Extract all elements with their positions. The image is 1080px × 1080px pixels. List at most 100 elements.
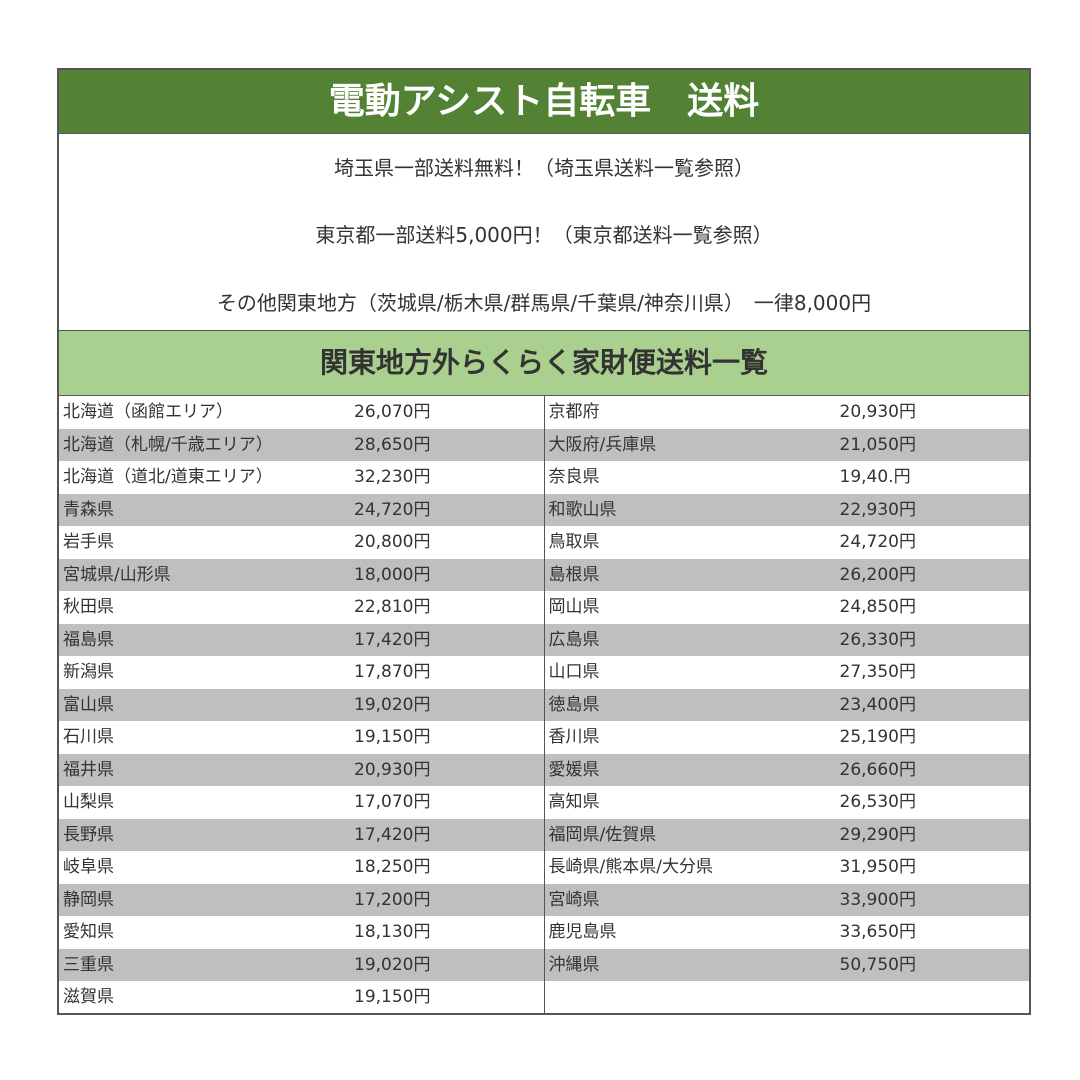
- table-row: 福島県 17,420円: [59, 623, 544, 656]
- region-name: 岡山県: [548, 597, 600, 617]
- shipping-price: 18,250円: [354, 857, 431, 877]
- region-name: 山口県: [548, 662, 600, 682]
- table-row: 長崎県/熊本県/大分県 31,950円: [545, 851, 1030, 884]
- shipping-price: 28,650円: [354, 434, 431, 455]
- shipping-price: 19,150円: [354, 727, 431, 747]
- table-row: 高知県 26,530円: [545, 786, 1030, 819]
- shipping-price: 24,850円: [839, 597, 916, 617]
- table-row: 福井県 20,930円: [59, 753, 544, 786]
- region-name: 青森県: [63, 499, 114, 520]
- region-name: 宮城県/山形県: [63, 564, 171, 585]
- shipping-price: 20,930円: [839, 402, 916, 422]
- table-row: 京都府 20,930円: [545, 396, 1030, 429]
- region-name: 北海道（道北/道東エリア）: [63, 467, 273, 487]
- table-row: 長野県 17,420円: [59, 818, 544, 851]
- region-name: 和歌山県: [548, 499, 617, 520]
- region-name: 鳥取県: [548, 532, 600, 552]
- shipping-price: 27,350円: [839, 662, 916, 682]
- shipping-price: 24,720円: [839, 532, 916, 552]
- region-name: 福島県: [63, 629, 114, 650]
- region-name: 秋田県: [63, 597, 114, 617]
- table-row: 広島県 26,330円: [544, 623, 1029, 656]
- table-row: 山口県 27,350円: [545, 656, 1030, 689]
- shipping-price: 26,200円: [839, 564, 916, 585]
- table-row: 大阪府/兵庫県 21,050円: [544, 428, 1029, 461]
- rate-table: 北海道（函館エリア） 26,070円 北海道（札幌/千歳エリア） 28,650円 北海道…: [59, 396, 1029, 1014]
- table-row: 和歌山県 22,930円: [544, 493, 1029, 526]
- region-name: 岩手県: [63, 532, 114, 552]
- shipping-price: 32,230円: [354, 467, 431, 487]
- info-saitama: 埼玉県一部送料無料！（埼玉県送料一覧参照）: [334, 156, 754, 180]
- region-name: 香川県: [548, 727, 600, 747]
- region-name: 鹿児島県: [548, 922, 617, 942]
- region-name: 島根県: [548, 564, 600, 585]
- shipping-price: 50,750円: [839, 954, 916, 975]
- table-row: 富山県 19,020円: [59, 688, 544, 721]
- region-name: 静岡県: [63, 889, 114, 910]
- shipping-price: 17,070円: [354, 792, 431, 812]
- shipping-price: 26,330円: [839, 629, 916, 650]
- region-name: 滋賀県: [63, 987, 114, 1007]
- shipping-price: 26,660円: [839, 759, 916, 780]
- region-name: 三重県: [63, 954, 114, 975]
- shipping-price: 29,290円: [839, 824, 916, 845]
- info-section: 埼玉県一部送料無料！（埼玉県送料一覧参照） 東京都一部送料5,000円！（東京都…: [59, 134, 1029, 331]
- shipping-price: 22,810円: [354, 597, 431, 617]
- table-row: 岩手県 20,800円: [59, 526, 544, 559]
- region-name: 山梨県: [63, 792, 114, 812]
- shipping-price: 31,950円: [839, 857, 916, 877]
- region-name: 愛知県: [63, 922, 114, 942]
- shipping-price: 22,930円: [839, 499, 916, 520]
- region-name: 宮崎県: [548, 889, 600, 910]
- table-row: 北海道（札幌/千歳エリア） 28,650円: [59, 428, 544, 461]
- info-kanto: その他関東地方（茨城県/栃木県/群馬県/千葉県/神奈川県） 一律8,000円: [216, 291, 872, 315]
- region-name: 北海道（札幌/千歳エリア）: [63, 434, 273, 455]
- table-row: 宮城県/山形県 18,000円: [59, 558, 544, 591]
- region-name: 福井県: [63, 759, 114, 780]
- page-title: 電動アシスト自転車 送料: [59, 70, 1029, 134]
- region-name: 長崎県/熊本県/大分県: [548, 857, 713, 877]
- table-row: 北海道（道北/道東エリア） 32,230円: [59, 461, 544, 494]
- region-name: 高知県: [548, 792, 600, 812]
- table-row: 香川県 25,190円: [545, 721, 1030, 754]
- section-heading: 関東地方外らくらく家財便送料一覧: [59, 331, 1029, 396]
- shipping-price: 17,420円: [354, 824, 431, 845]
- shipping-price: 18,000円: [354, 564, 431, 585]
- region-name: 長野県: [63, 824, 114, 845]
- region-name: 愛媛県: [548, 759, 600, 780]
- table-row: 秋田県 22,810円: [59, 591, 544, 624]
- region-name: 大阪府/兵庫県: [548, 434, 657, 455]
- shipping-price: 19,020円: [354, 694, 431, 715]
- shipping-sheet: 電動アシスト自転車 送料 埼玉県一部送料無料！（埼玉県送料一覧参照） 東京都一部…: [57, 68, 1031, 1015]
- table-row: 岡山県 24,850円: [545, 591, 1030, 624]
- table-row: 静岡県 17,200円: [59, 883, 544, 916]
- shipping-price: 21,050円: [839, 434, 916, 455]
- region-name: 広島県: [548, 629, 600, 650]
- shipping-price: 24,720円: [354, 499, 431, 520]
- table-row: 沖縄県 50,750円: [544, 948, 1029, 981]
- region-name: 奈良県: [548, 467, 600, 487]
- rate-column-left: 北海道（函館エリア） 26,070円 北海道（札幌/千歳エリア） 28,650円 北海道…: [59, 396, 545, 1014]
- shipping-price: 18,130円: [354, 922, 431, 942]
- region-name: 富山県: [63, 694, 114, 715]
- shipping-price: 25,190円: [839, 727, 916, 747]
- table-row: 鹿児島県 33,650円: [545, 916, 1030, 949]
- table-row: 福岡県/佐賀県 29,290円: [544, 818, 1029, 851]
- table-row: 奈良県 19,40.円: [545, 461, 1030, 494]
- shipping-price: 23,400円: [839, 694, 916, 715]
- shipping-price: 20,930円: [354, 759, 431, 780]
- table-row: 愛媛県 26,660円: [544, 753, 1029, 786]
- table-row: 石川県 19,150円: [59, 721, 544, 754]
- shipping-price: 17,200円: [354, 889, 431, 910]
- shipping-price: 17,420円: [354, 629, 431, 650]
- region-name: 福岡県/佐賀県: [548, 824, 657, 845]
- shipping-price: 20,800円: [354, 532, 431, 552]
- region-name: 新潟県: [63, 662, 114, 682]
- shipping-price: 19,020円: [354, 954, 431, 975]
- table-row: 愛知県 18,130円: [59, 916, 544, 949]
- table-row: 島根県 26,200円: [544, 558, 1029, 591]
- info-tokyo: 東京都一部送料5,000円！（東京都送料一覧参照）: [315, 223, 773, 247]
- table-row: 新潟県 17,870円: [59, 656, 544, 689]
- shipping-price: 33,900円: [839, 889, 916, 910]
- table-row: 滋賀県 19,150円: [59, 981, 544, 1014]
